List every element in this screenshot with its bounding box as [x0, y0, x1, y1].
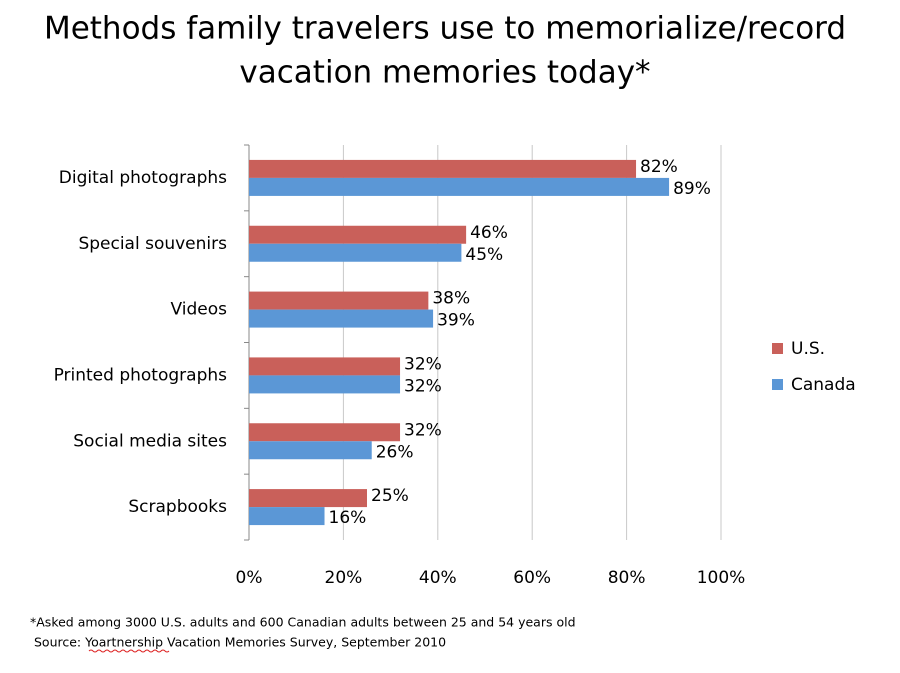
bar — [249, 159, 637, 178]
y-tick-label: Printed photographs — [54, 365, 228, 385]
legend-label: U.S. — [791, 339, 825, 359]
value-label: 25% — [371, 486, 409, 506]
x-tick-label: 100% — [697, 568, 746, 588]
x-tick-label: 20% — [325, 568, 363, 588]
x-tick-label: 0% — [236, 568, 263, 588]
value-label: 32% — [404, 354, 442, 374]
value-label: 82% — [640, 157, 678, 177]
bar — [249, 357, 401, 376]
legend-swatch — [772, 379, 783, 390]
value-label: 26% — [376, 442, 414, 462]
chart-title: vacation memories today* — [239, 55, 650, 91]
bar — [249, 225, 467, 244]
value-label: 45% — [465, 245, 503, 265]
y-tick-label: Videos — [171, 300, 228, 320]
x-tick-label: 40% — [419, 568, 457, 588]
value-label: 39% — [437, 311, 475, 331]
bar — [249, 177, 670, 196]
value-label: 16% — [329, 508, 367, 528]
value-label: 46% — [470, 223, 508, 243]
bar — [249, 291, 429, 310]
footnote: *Asked among 3000 U.S. adults and 600 Ca… — [30, 615, 576, 630]
y-tick-label: Scrapbooks — [128, 497, 227, 517]
x-tick-label: 80% — [608, 568, 646, 588]
bar — [249, 309, 434, 328]
bar — [249, 507, 325, 526]
y-tick-label: Social media sites — [73, 431, 227, 451]
bar — [249, 375, 401, 394]
bar — [249, 441, 372, 460]
bar — [249, 243, 462, 262]
x-tick-label: 60% — [513, 568, 551, 588]
chart-title: Methods family travelers use to memorial… — [44, 11, 846, 47]
legend-label: Canada — [791, 375, 856, 395]
value-label: 32% — [404, 420, 442, 440]
y-tick-label: Special souvenirs — [78, 234, 227, 254]
y-tick-label: Digital photographs — [59, 168, 227, 188]
source: Source: Yoartnership Vacation Memories S… — [34, 635, 446, 650]
value-label: 32% — [404, 376, 442, 396]
value-label: 38% — [432, 289, 470, 309]
spell-underline — [88, 649, 170, 653]
bar — [249, 423, 401, 442]
legend-swatch — [772, 343, 783, 354]
bar — [249, 489, 367, 508]
value-label: 89% — [673, 179, 711, 199]
